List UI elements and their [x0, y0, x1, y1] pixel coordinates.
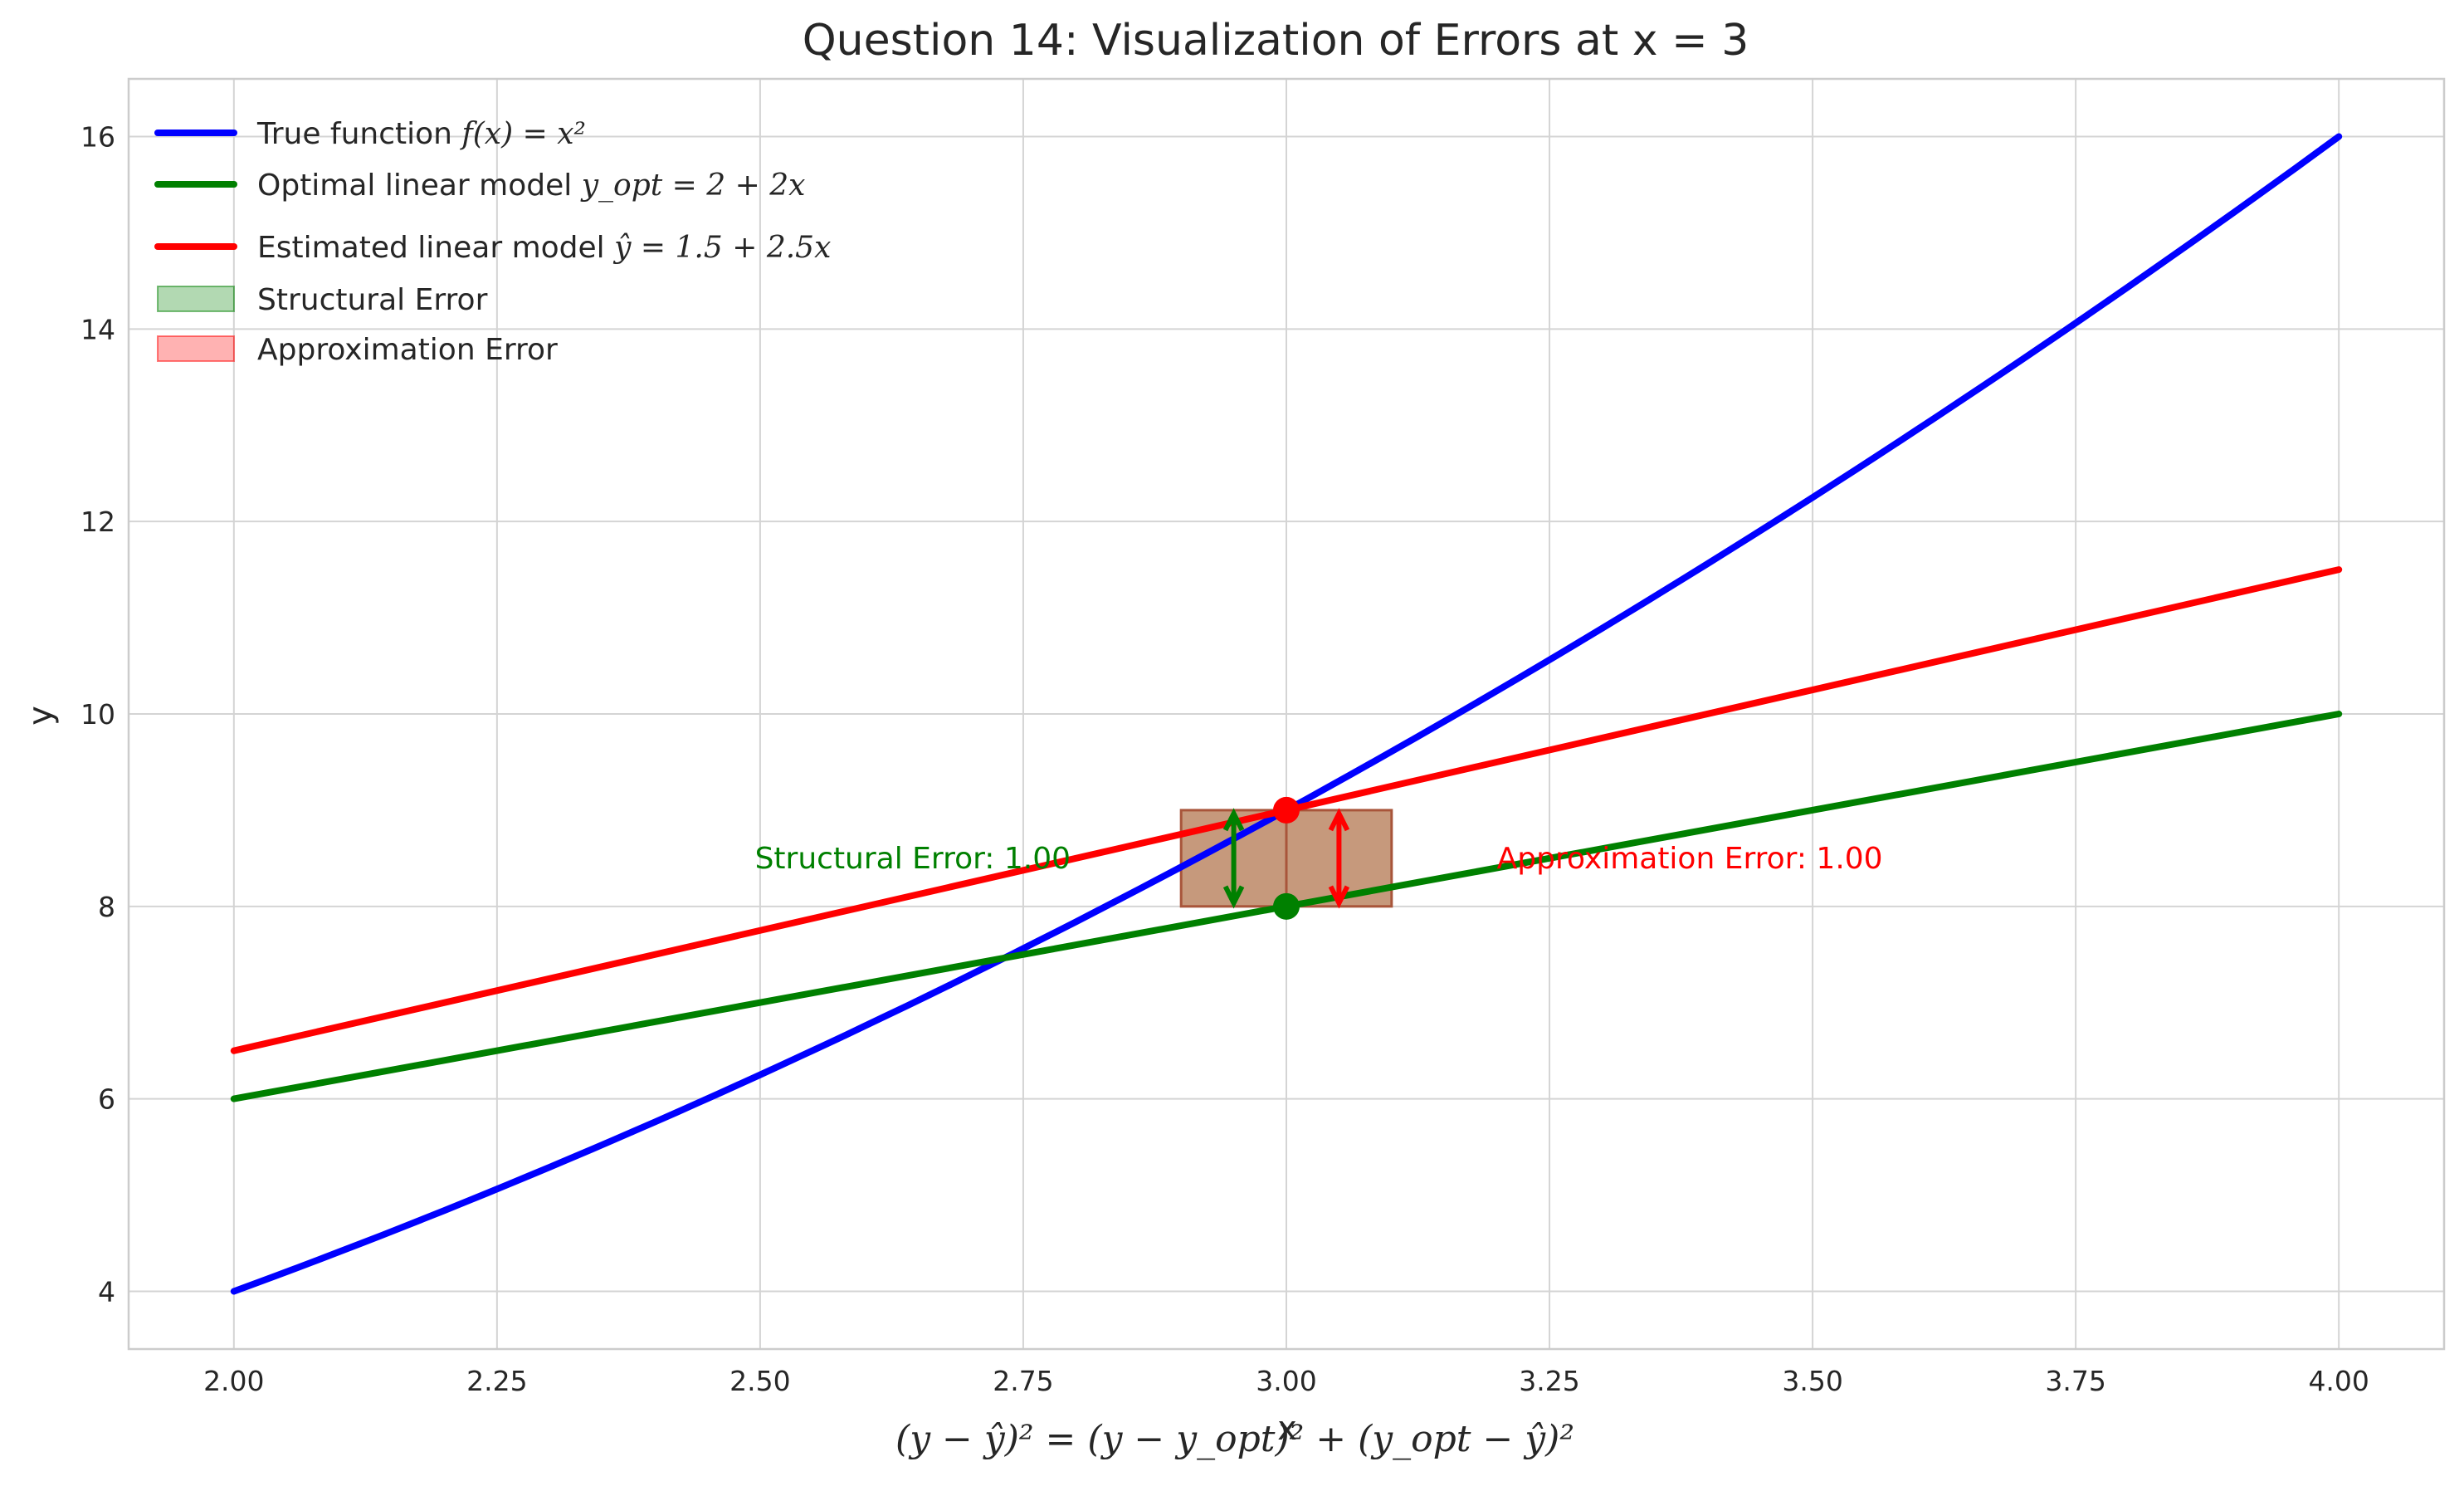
y-tick-label: 12 — [81, 506, 115, 538]
annotations: Structural Error: 1.00 Approximation Erro… — [755, 842, 1883, 876]
marked-points — [1273, 796, 1300, 920]
legend-label: True function f(x) = x² — [256, 117, 586, 151]
plot-frame — [127, 77, 2446, 1351]
legend: True function f(x) = x² Optimal linear mo… — [154, 117, 831, 367]
y-tick-label: 8 — [98, 891, 115, 923]
y-tick-label: 14 — [81, 313, 115, 345]
arrow-head-up — [1328, 808, 1350, 832]
legend-label: Structural Error — [257, 283, 488, 317]
x-tick-label: 3.25 — [1519, 1365, 1579, 1397]
legend-structural-error: Structural Error — [157, 283, 488, 317]
legend-label: Estimated linear model ŷ = 1.5 + 2.5x — [257, 231, 831, 265]
optimal-point-marker — [1273, 892, 1300, 920]
arrow-head-up — [1222, 808, 1245, 832]
legend-label: Approximation Error — [257, 333, 558, 367]
y-tick-label: 4 — [98, 1275, 115, 1308]
y-tick-label: 6 — [98, 1083, 115, 1116]
tick-labels: 2.00 2.25 2.50 2.75 3.00 3.25 3.50 3.75 4.00 4 6 8 1… — [81, 121, 2369, 1397]
x-tick-label: 2.75 — [993, 1365, 1053, 1397]
y-tick-label: 10 — [81, 698, 115, 731]
structural-error-annotation: Structural Error: 1.00 — [755, 842, 1071, 876]
x-tick-label: 3.75 — [2045, 1365, 2105, 1397]
legend-estimated-model: Estimated linear model ŷ = 1.5 + 2.5x — [154, 231, 831, 265]
approximation-error-arrow — [1328, 808, 1350, 909]
arrow-head-down — [1222, 885, 1245, 909]
estimated-point-marker — [1273, 796, 1300, 824]
x-tick-label: 4.00 — [2308, 1365, 2369, 1397]
arrow-head-down — [1328, 885, 1350, 909]
x-tick-label: 3.00 — [1256, 1365, 1316, 1397]
x-tick-label: 2.00 — [203, 1365, 264, 1397]
legend-swatch-box — [157, 335, 235, 362]
x-axis-label: x — [1277, 1410, 1297, 1448]
chart-title: Question 14: Visualization of Errors at … — [803, 16, 1749, 66]
x-tick-label: 2.50 — [729, 1365, 790, 1397]
structural-error-arrow — [1222, 808, 1245, 909]
bottom-equation: (y − ŷ)² = (y − y_opt)² + (y_opt − ŷ)² — [895, 1418, 1574, 1460]
x-tick-label: 3.50 — [1782, 1365, 1842, 1397]
legend-optimal-model: Optimal linear model y_opt = 2 + 2x — [154, 169, 805, 203]
x-tick-label: 2.25 — [466, 1365, 527, 1397]
legend-swatch-box — [157, 286, 235, 312]
legend-true-function: True function f(x) = x² — [154, 117, 586, 151]
error-arrows — [1222, 808, 1350, 909]
y-tick-label: 16 — [81, 121, 115, 154]
axes-frame — [127, 77, 2446, 1351]
legend-approximation-error: Approximation Error — [157, 333, 558, 367]
approximation-error-annotation: Approximation Error: 1.00 — [1497, 842, 1883, 876]
grid — [129, 79, 2444, 1349]
legend-label: Optimal linear model y_opt = 2 + 2x — [257, 169, 805, 203]
y-axis-label: y — [22, 706, 60, 726]
